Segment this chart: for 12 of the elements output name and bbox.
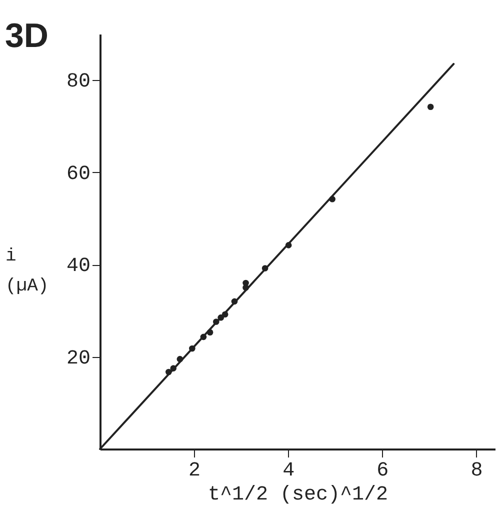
y-axis-title: i (µA) bbox=[6, 246, 49, 296]
x-tick-label: 2 bbox=[188, 460, 201, 482]
y-tick-label: 20 bbox=[66, 347, 90, 370]
y-tick-label: 40 bbox=[66, 255, 90, 278]
y-tick-label: 80 bbox=[66, 70, 90, 94]
x-tick-label: 8 bbox=[470, 460, 483, 482]
y-tick-label: 60 bbox=[66, 162, 90, 186]
point bbox=[427, 104, 434, 110]
x-axis-title: t^1/2 (sec)^1/2 bbox=[208, 484, 388, 506]
chart-title: 3D bbox=[5, 17, 48, 55]
x-tick-label: 6 bbox=[376, 460, 389, 482]
x-tick-label: 4 bbox=[282, 460, 295, 482]
